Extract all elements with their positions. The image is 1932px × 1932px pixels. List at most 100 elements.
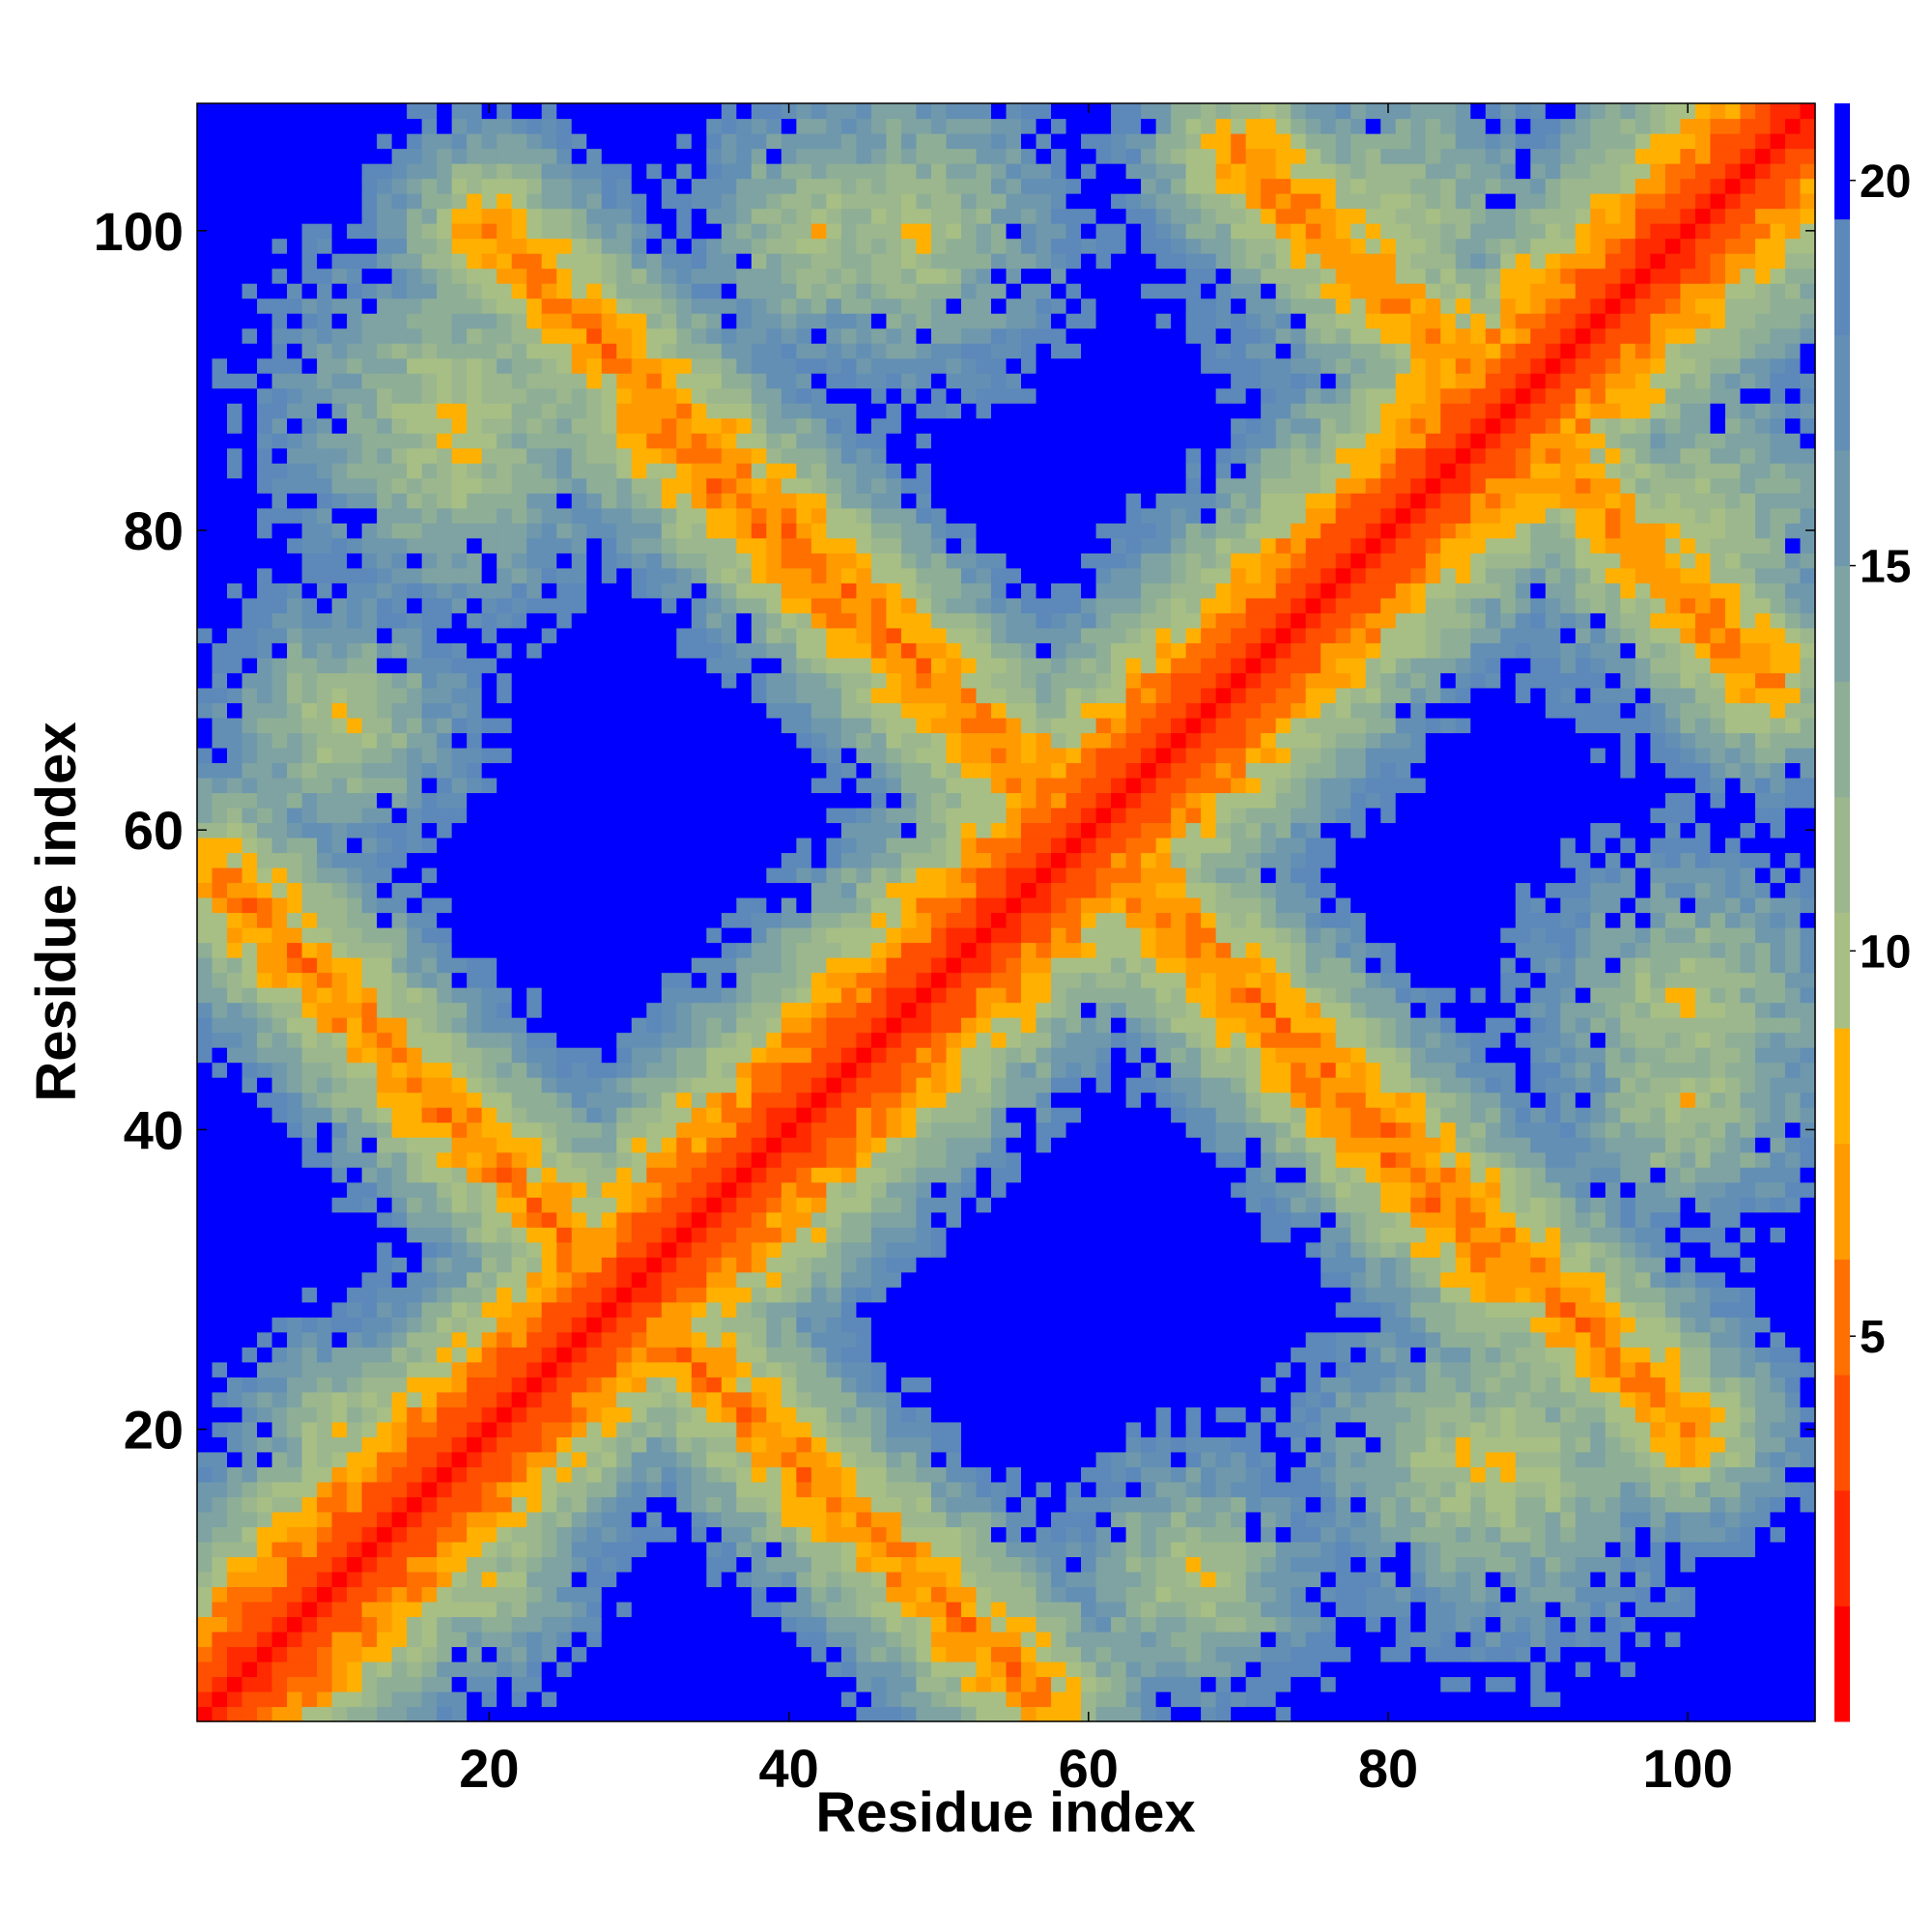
heatmap-cell [870,1151,888,1168]
heatmap-cell [706,433,723,449]
heatmap-cell [421,553,438,569]
heatmap-cell [870,163,888,180]
heatmap-cell [257,597,273,613]
heatmap-cell [301,1661,318,1678]
heatmap-cell [526,223,543,240]
heatmap-cell [661,1541,677,1557]
heatmap-cell [287,1541,303,1557]
heatmap-cell [631,1571,647,1588]
heatmap-cell [361,1706,378,1722]
heatmap-cell [437,792,453,809]
heatmap-cell [377,912,393,928]
heatmap-cell [212,1227,228,1243]
heatmap-cell [317,867,333,884]
heatmap-cell [646,1481,663,1497]
heatmap-cell [407,403,423,419]
heatmap-cell [870,1181,888,1198]
heatmap-cell [706,283,723,299]
heatmap-cell [212,387,228,404]
heatmap-cell [856,1197,872,1213]
heatmap-cell [526,927,543,944]
heatmap-cell [467,417,483,434]
heatmap-cell [331,1181,348,1198]
heatmap-cell [721,463,737,479]
heatmap-cell [826,283,842,299]
heatmap-cell [736,103,753,120]
heatmap-cell [721,1347,737,1363]
heatmap-cell [721,1107,737,1123]
heatmap-cell [631,896,647,914]
heatmap-cell [751,896,767,914]
heatmap-cell [631,118,647,134]
heatmap-cell [751,1526,767,1543]
heatmap-cell [526,238,543,254]
heatmap-cell [511,567,527,583]
heatmap-cell [287,1676,303,1692]
heatmap-cell [691,1077,707,1094]
heatmap-cell [556,1062,573,1078]
heatmap-cell [437,1167,453,1183]
heatmap-cell [796,1077,812,1094]
heatmap-cell [257,612,273,629]
heatmap-cell [511,732,527,749]
heatmap-cell [497,357,513,374]
heatmap-cell [556,807,573,824]
heatmap-cell [287,238,303,254]
heatmap-cell [796,987,812,1004]
heatmap-cell [631,837,647,854]
heatmap-cell [317,1017,333,1034]
heatmap-cell [467,1421,483,1437]
heatmap-cell [796,1241,812,1258]
heatmap-cell [421,268,438,284]
heatmap-cell [271,298,288,314]
heatmap-cell [361,238,378,254]
heatmap-cell [870,1571,888,1588]
heatmap-cell [481,1181,497,1198]
heatmap-cell [870,477,888,494]
heatmap-cell [361,657,378,673]
heatmap-cell [347,1526,363,1543]
heatmap-cell [706,1002,723,1018]
heatmap-cell [781,567,797,583]
heatmap-cell [571,1032,587,1048]
heatmap-cell [361,223,378,240]
heatmap-cell [676,133,693,150]
heatmap-cell [796,567,812,583]
heatmap-cell [541,1511,557,1527]
heatmap-cell [481,1436,497,1453]
heatmap-cell [287,253,303,270]
heatmap-cell [706,223,723,240]
heatmap-cell [856,597,872,613]
heatmap-cell [736,1391,753,1407]
heatmap-cell [826,927,842,944]
heatmap-cell [840,1451,858,1467]
heatmap-cell [781,717,797,733]
heatmap-cell [437,1211,453,1228]
heatmap-cell [870,1586,888,1603]
heatmap-cell [736,582,753,599]
heatmap-cell [721,1301,737,1318]
heatmap-cell [511,447,527,464]
heatmap-cell [421,642,438,659]
heatmap-cell [781,1377,797,1393]
heatmap-cell [271,717,288,733]
heatmap-cell [421,1151,438,1168]
heatmap-cell [271,1211,288,1228]
heatmap-cell [586,1257,603,1273]
heatmap-cell [601,972,617,988]
heatmap-cell [497,1556,513,1573]
heatmap-cell [631,807,647,824]
heatmap-cell [361,1361,378,1378]
heatmap-cell [197,927,213,944]
heatmap-cell [421,1301,438,1318]
heatmap-cell [467,553,483,569]
heatmap-cell [526,1601,543,1618]
heatmap-cell [691,1002,707,1018]
heatmap-cell [391,1002,408,1018]
heatmap-cell [721,1287,737,1303]
heatmap-cell [571,717,587,733]
heatmap-cell [826,567,842,583]
heatmap-cell [706,1137,723,1153]
heatmap-cell [257,1017,273,1034]
heatmap-cell [870,463,888,479]
